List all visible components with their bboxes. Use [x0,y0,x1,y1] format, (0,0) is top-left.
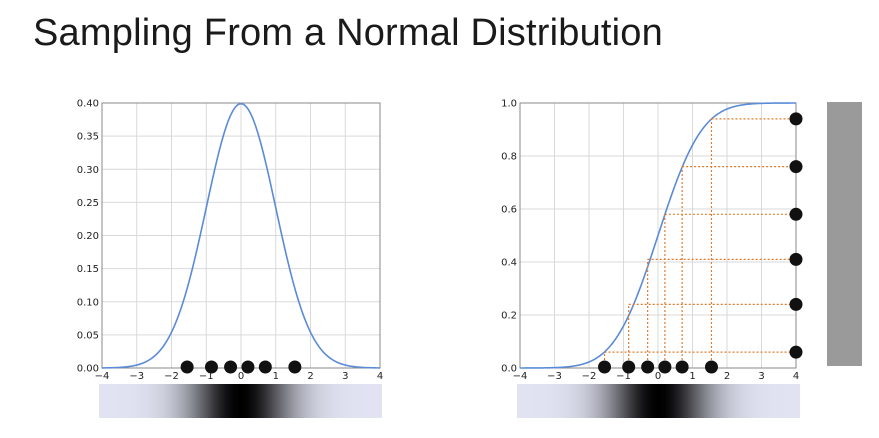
sample-point [288,360,302,374]
x-tick-label: 4 [793,371,799,382]
x-tick-label: 4 [377,371,383,382]
sample-point [204,360,218,374]
cdf-chart: −4 −3 −2 −1 0 1 2 3 4 0.0 0.2 0.4 0.6 0.8 1.0 [501,99,799,383]
pdf-curve [101,102,381,369]
sample-point [224,360,238,374]
sample-point [598,360,612,374]
y-tick-label: 0.10 [77,297,99,308]
y-tick-label: 0.05 [77,330,99,341]
x-tick-label: −3 [129,371,144,382]
x-tick-label: −2 [164,371,179,382]
sample-point [675,360,689,374]
sample-point [641,360,655,374]
uniform-sample-point [789,345,803,359]
uniform-sample-point [789,297,803,311]
uniform-dots [789,112,803,359]
x-tick-label: 0 [655,371,661,382]
sample-point [241,360,255,374]
y-tick-label: 0.30 [77,165,99,176]
plot-frame [519,102,797,369]
x-tick-label: −4 [95,371,110,382]
x-tick-label: −4 [513,371,528,382]
uniform-sample-point [789,252,803,266]
y-tick-label: 0.40 [77,99,99,110]
cdf-curve [520,102,796,369]
sample-point [658,360,672,374]
y-tick-label: 0.4 [501,258,517,269]
y-tick-label: 0.6 [501,205,517,216]
y-tick-label: 1.0 [501,99,517,110]
y-tick-label: 0.2 [501,311,517,322]
pdf-chart: −4 −3 −2 −1 0 1 2 3 4 0.00 0.05 0.10 0.15 0.20 0.25 0.3… [77,99,383,383]
y-tick-label: 0.00 [77,364,99,375]
sample-point [704,360,718,374]
uniform-bar [827,102,862,366]
cdf-gradient-strip [517,384,800,418]
x-tick-label: 1 [273,371,279,382]
y-tick-label: 0.15 [77,264,99,275]
y-tick-label: 0.20 [77,231,99,242]
x-tick-label: 3 [758,371,764,382]
gradient-strips [99,384,800,418]
uniform-sample-point [789,207,803,221]
x-tick-label: 0 [238,371,244,382]
y-tick-label: 0.8 [501,152,517,163]
x-tick-label: −1 [616,371,631,382]
x-tick-label: 1 [689,371,695,382]
pdf-gradient-strip [99,384,382,418]
x-tick-label: −2 [582,371,597,382]
y-tick-label: 0.25 [77,198,99,209]
sample-point [180,360,194,374]
y-tick-label: 0.35 [77,132,99,143]
x-tick-label: 3 [342,371,348,382]
x-tick-label: 2 [724,371,730,382]
uniform-sample-point [789,160,803,174]
uniform-sample-point [789,112,803,126]
x-tick-label: 2 [307,371,313,382]
sample-point [258,360,272,374]
slide-title: Sampling From a Normal Distribution [33,12,663,54]
x-tick-label: −3 [547,371,562,382]
sample-point [622,360,636,374]
y-tick-label: 0.0 [501,364,517,375]
x-tick-label: −1 [199,371,214,382]
